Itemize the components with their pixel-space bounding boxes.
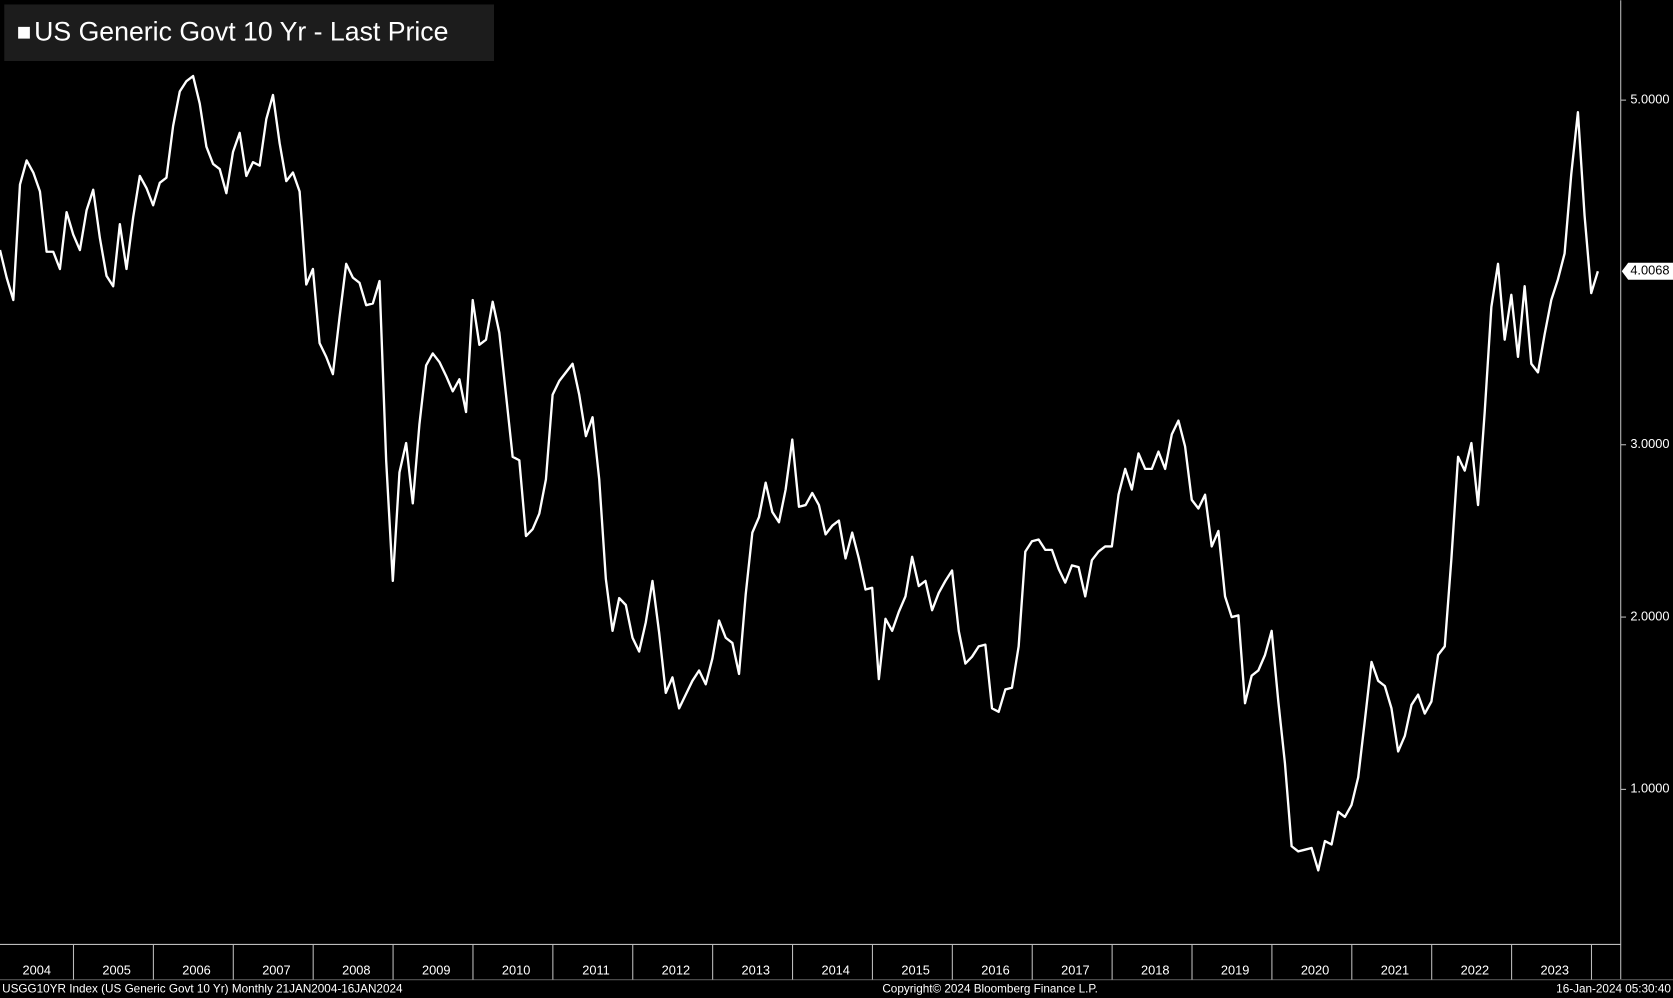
x-tick-label: 2007	[262, 963, 290, 978]
footer-center: Copyright© 2024 Bloomberg Finance L.P.	[882, 982, 1098, 995]
last-price-tag	[1621, 262, 1673, 280]
y-tick-label: 3.0000	[1630, 436, 1669, 451]
x-tick-label: 2006	[182, 963, 210, 978]
x-tick-label: 2023	[1541, 963, 1569, 978]
x-tick-label: 2021	[1381, 963, 1409, 978]
y-tick-label: 2.0000	[1630, 608, 1669, 623]
x-tick-label: 2004	[23, 963, 51, 978]
x-tick-label: 2011	[582, 963, 610, 978]
x-tick-label: 2012	[662, 963, 690, 978]
x-tick-label: 2013	[742, 963, 770, 978]
x-tick-label: 2015	[901, 963, 929, 978]
legend-box	[4, 4, 495, 62]
y-tick-label: 1.0000	[1630, 781, 1669, 796]
x-tick-label: 2016	[981, 963, 1009, 978]
x-tick-label: 2010	[502, 963, 530, 978]
footer-right: 16-Jan-2024 05:30:40	[1556, 982, 1671, 995]
x-tick-label: 2009	[422, 963, 450, 978]
x-tick-label: 2019	[1221, 963, 1249, 978]
x-tick-label: 2017	[1061, 963, 1089, 978]
legend-label: US Generic Govt 10 Yr - Last Price	[34, 16, 448, 46]
x-tick-label: 2014	[821, 963, 849, 978]
x-tick-label: 2022	[1461, 963, 1489, 978]
x-tick-label: 2008	[342, 963, 370, 978]
footer-left: USGG10YR Index (US Generic Govt 10 Yr) M…	[2, 982, 403, 995]
last-price-label: 4.0068	[1630, 263, 1669, 278]
x-tick-label: 2018	[1141, 963, 1169, 978]
x-tick-label: 2020	[1301, 963, 1329, 978]
price-line	[0, 74, 1600, 872]
legend-swatch	[18, 26, 30, 39]
y-tick-label: 5.0000	[1630, 92, 1669, 107]
x-tick-label: 2005	[102, 963, 130, 978]
